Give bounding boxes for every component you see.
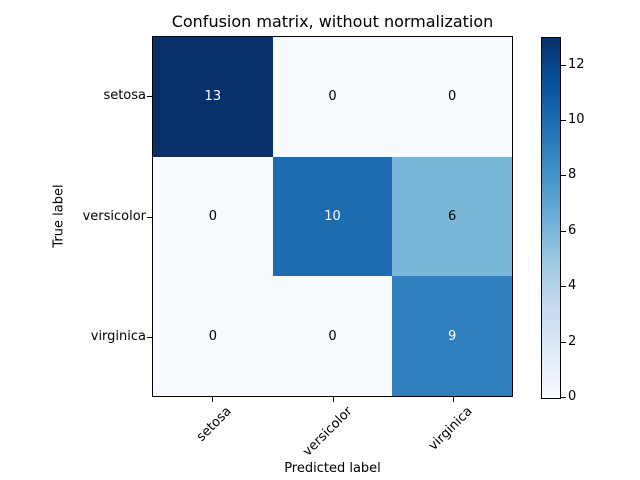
x-tick-mark (212, 397, 214, 402)
colorbar-tick-label: 2 (568, 333, 577, 349)
x-tick-label: versicolor (299, 404, 356, 460)
colorbar-tick-mark (561, 64, 566, 66)
colorbar-tick-mark (561, 175, 566, 177)
colorbar-tick-mark (561, 286, 566, 288)
y-tick-mark (147, 96, 152, 98)
y-tick-label: setosa (103, 88, 146, 104)
colorbar-tick-mark (561, 341, 566, 343)
x-tick-mark (452, 397, 454, 402)
matrix-cell: 10 (272, 156, 393, 277)
colorbar-tick-mark (561, 230, 566, 232)
x-tick-label: setosa (194, 404, 235, 445)
heatmap-grid: 13 0 0 0 10 6 0 0 9 (152, 36, 513, 397)
matrix-cell: 0 (272, 276, 393, 396)
matrix-cell: 9 (392, 276, 512, 396)
y-tick-mark (147, 336, 152, 338)
y-tick-label: virginica (90, 328, 146, 344)
y-tick-mark (147, 216, 152, 218)
matrix-cell: 0 (153, 156, 273, 277)
colorbar-tick-label: 12 (568, 56, 585, 72)
matrix-cell: 13 (153, 37, 273, 157)
matrix-cell: 6 (392, 156, 512, 277)
colorbar-tick-label: 10 (568, 112, 585, 128)
matrix-cell: 0 (392, 37, 512, 157)
colorbar-tick-label: 0 (568, 389, 577, 404)
x-axis-label: Predicted label (284, 461, 381, 476)
colorbar (541, 37, 561, 399)
chart-title: Confusion matrix, without normalization (171, 12, 494, 31)
colorbar-tick-mark (561, 120, 566, 122)
colorbar-tick-mark (561, 397, 566, 398)
x-tick-mark (332, 397, 334, 402)
y-tick-label: versicolor (82, 208, 146, 224)
matrix-cell: 0 (272, 37, 393, 157)
colorbar-tick-label: 6 (568, 222, 577, 238)
matrix-cell: 0 (153, 276, 273, 396)
x-tick-label: virginica (425, 404, 476, 454)
colorbar-tick-label: 8 (568, 167, 577, 183)
colorbar-tick-label: 4 (568, 278, 577, 294)
